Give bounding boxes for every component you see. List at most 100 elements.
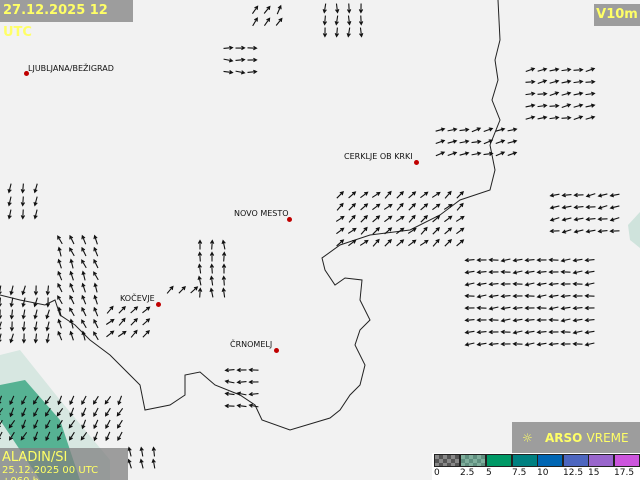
wind-arrow (139, 446, 144, 457)
wind-arrow (549, 205, 560, 210)
wind-arrow (471, 127, 482, 133)
wind-arrow (561, 115, 572, 121)
wind-arrow (471, 151, 482, 156)
wind-arrow (420, 215, 428, 223)
wind-arrow (609, 217, 620, 222)
wind-arrow (584, 282, 595, 287)
wind-arrow (9, 395, 15, 406)
wind-arrow (561, 217, 572, 222)
wind-arrow (235, 57, 246, 63)
wind-arrow (57, 295, 63, 305)
wind-arrow (236, 367, 247, 373)
wind-arrow (585, 193, 596, 198)
wind-arrow (476, 317, 487, 323)
wind-arrow (33, 321, 38, 332)
wind-arrow (118, 317, 126, 326)
legend-label: 12.5 (563, 468, 584, 478)
wind-arrow (561, 193, 572, 198)
wind-arrow (106, 330, 115, 338)
wind-arrow (464, 330, 475, 335)
wind-arrow (33, 285, 39, 296)
wind-arrow (209, 251, 215, 262)
wind-arrow (139, 458, 144, 469)
wind-arrow (525, 103, 536, 108)
wind-arrow (408, 203, 416, 211)
wind-arrow (359, 239, 369, 246)
wind-arrow (0, 285, 2, 295)
wind-arrow (9, 285, 14, 296)
wind-arrow (9, 333, 14, 344)
wind-arrow (105, 407, 111, 417)
wind-arrow (609, 228, 620, 234)
wind-arrow (549, 115, 560, 120)
wind-arrow (512, 293, 523, 299)
wind-arrow (33, 419, 39, 430)
wind-arrow (81, 395, 87, 405)
wind-arrow (549, 67, 560, 72)
wind-arrow (21, 419, 27, 430)
wind-arrow (597, 193, 608, 198)
wind-arrow (93, 407, 99, 417)
legend-swatch (588, 454, 614, 467)
wind-arrow (69, 282, 75, 293)
wind-arrow (69, 294, 75, 305)
wind-arrow (573, 192, 584, 198)
wind-arrow (512, 270, 523, 275)
wind-arrow (322, 15, 328, 26)
wind-arrow (396, 239, 405, 247)
wind-arrow (348, 203, 356, 211)
wind-arrow (251, 5, 259, 15)
wind-arrow (252, 17, 258, 27)
wind-arrow (336, 202, 344, 211)
wind-arrow (57, 258, 62, 269)
wind-arrow (420, 191, 429, 199)
wind-arrow (396, 202, 404, 211)
wind-arrow (500, 293, 511, 299)
wind-arrow (524, 305, 535, 311)
wind-arrow (57, 270, 63, 281)
wind-arrow (336, 227, 345, 235)
wind-arrow (335, 3, 340, 14)
wind-arrow (93, 306, 99, 317)
wind-arrow (536, 257, 547, 263)
wind-arrow (432, 215, 441, 223)
legend-swatch (537, 454, 563, 467)
wind-arrow (560, 293, 571, 299)
wind-arrow (7, 183, 12, 194)
wind-arrow (57, 419, 63, 429)
wind-arrow (464, 282, 475, 287)
wind-arrow (57, 395, 63, 406)
wind-arrow (537, 67, 548, 72)
wind-arrow (8, 420, 16, 429)
brand-box[interactable]: ☼ ARSO VREME (512, 422, 640, 454)
wind-arrow (93, 282, 98, 293)
wind-arrow (69, 270, 74, 281)
wind-arrow (573, 67, 584, 73)
wind-arrow (495, 127, 506, 132)
wind-arrow (248, 367, 259, 373)
wind-arrow (0, 395, 3, 404)
wind-arrow (0, 408, 4, 415)
wind-arrow (495, 139, 506, 144)
wind-arrow (81, 246, 87, 257)
wind-arrow (500, 306, 511, 311)
city-marker (274, 348, 279, 353)
wind-arrow (20, 196, 26, 207)
wind-arrow (512, 281, 523, 287)
wind-arrow (584, 257, 595, 263)
wind-shading-east (628, 212, 640, 248)
wind-arrow (561, 79, 572, 84)
wind-arrow (488, 257, 499, 263)
wind-arrow (21, 297, 26, 308)
wind-arrow (548, 257, 559, 263)
wind-arrow (45, 419, 51, 429)
wind-arrow (483, 151, 494, 156)
wind-arrow (209, 239, 215, 250)
wind-arrow (93, 294, 98, 305)
wind-arrow (69, 258, 74, 269)
wind-arrow (347, 15, 352, 26)
wind-arrow (572, 318, 583, 323)
wind-arrow (432, 238, 440, 247)
wind-arrow (507, 139, 518, 144)
